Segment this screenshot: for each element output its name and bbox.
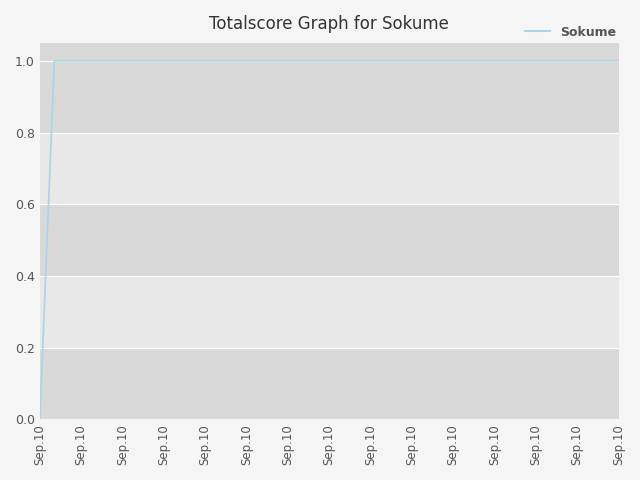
Sokume	[49, 94, 57, 99]
Sokume	[44, 237, 51, 243]
Sokume	[37, 393, 45, 398]
Sokume	[44, 213, 52, 219]
Sokume	[36, 405, 44, 410]
Sokume	[39, 345, 47, 350]
Sokume	[36, 417, 44, 422]
Bar	[40, 204, 618, 276]
Sokume	[45, 190, 53, 195]
Sokume	[45, 178, 53, 183]
Sokume	[38, 369, 45, 374]
Sokume	[38, 381, 45, 386]
Sokume	[45, 202, 52, 207]
Sokume	[614, 58, 622, 64]
Legend: Sokume: Sokume	[520, 21, 621, 44]
Sokume	[42, 285, 49, 291]
Sokume	[48, 118, 56, 123]
Sokume	[43, 249, 51, 255]
Bar	[40, 132, 618, 204]
Sokume	[42, 273, 49, 279]
Title: Totalscore Graph for Sokume: Totalscore Graph for Sokume	[209, 15, 449, 33]
Line: Sokume: Sokume	[40, 61, 618, 420]
Sokume	[42, 261, 50, 267]
Sokume	[41, 297, 49, 303]
Sokume	[49, 106, 56, 111]
Sokume	[51, 58, 58, 64]
Sokume	[47, 154, 54, 159]
Bar	[40, 43, 618, 61]
Sokume	[38, 357, 46, 362]
Bar	[40, 276, 618, 348]
Sokume	[49, 82, 57, 88]
Sokume	[40, 333, 47, 338]
Sokume	[40, 309, 48, 315]
Sokume	[47, 130, 55, 135]
Bar	[40, 61, 618, 132]
Sokume	[40, 321, 47, 327]
Bar	[40, 348, 618, 420]
Sokume	[47, 142, 55, 147]
Sokume	[50, 70, 58, 76]
Sokume	[46, 166, 54, 171]
Sokume	[44, 225, 51, 231]
